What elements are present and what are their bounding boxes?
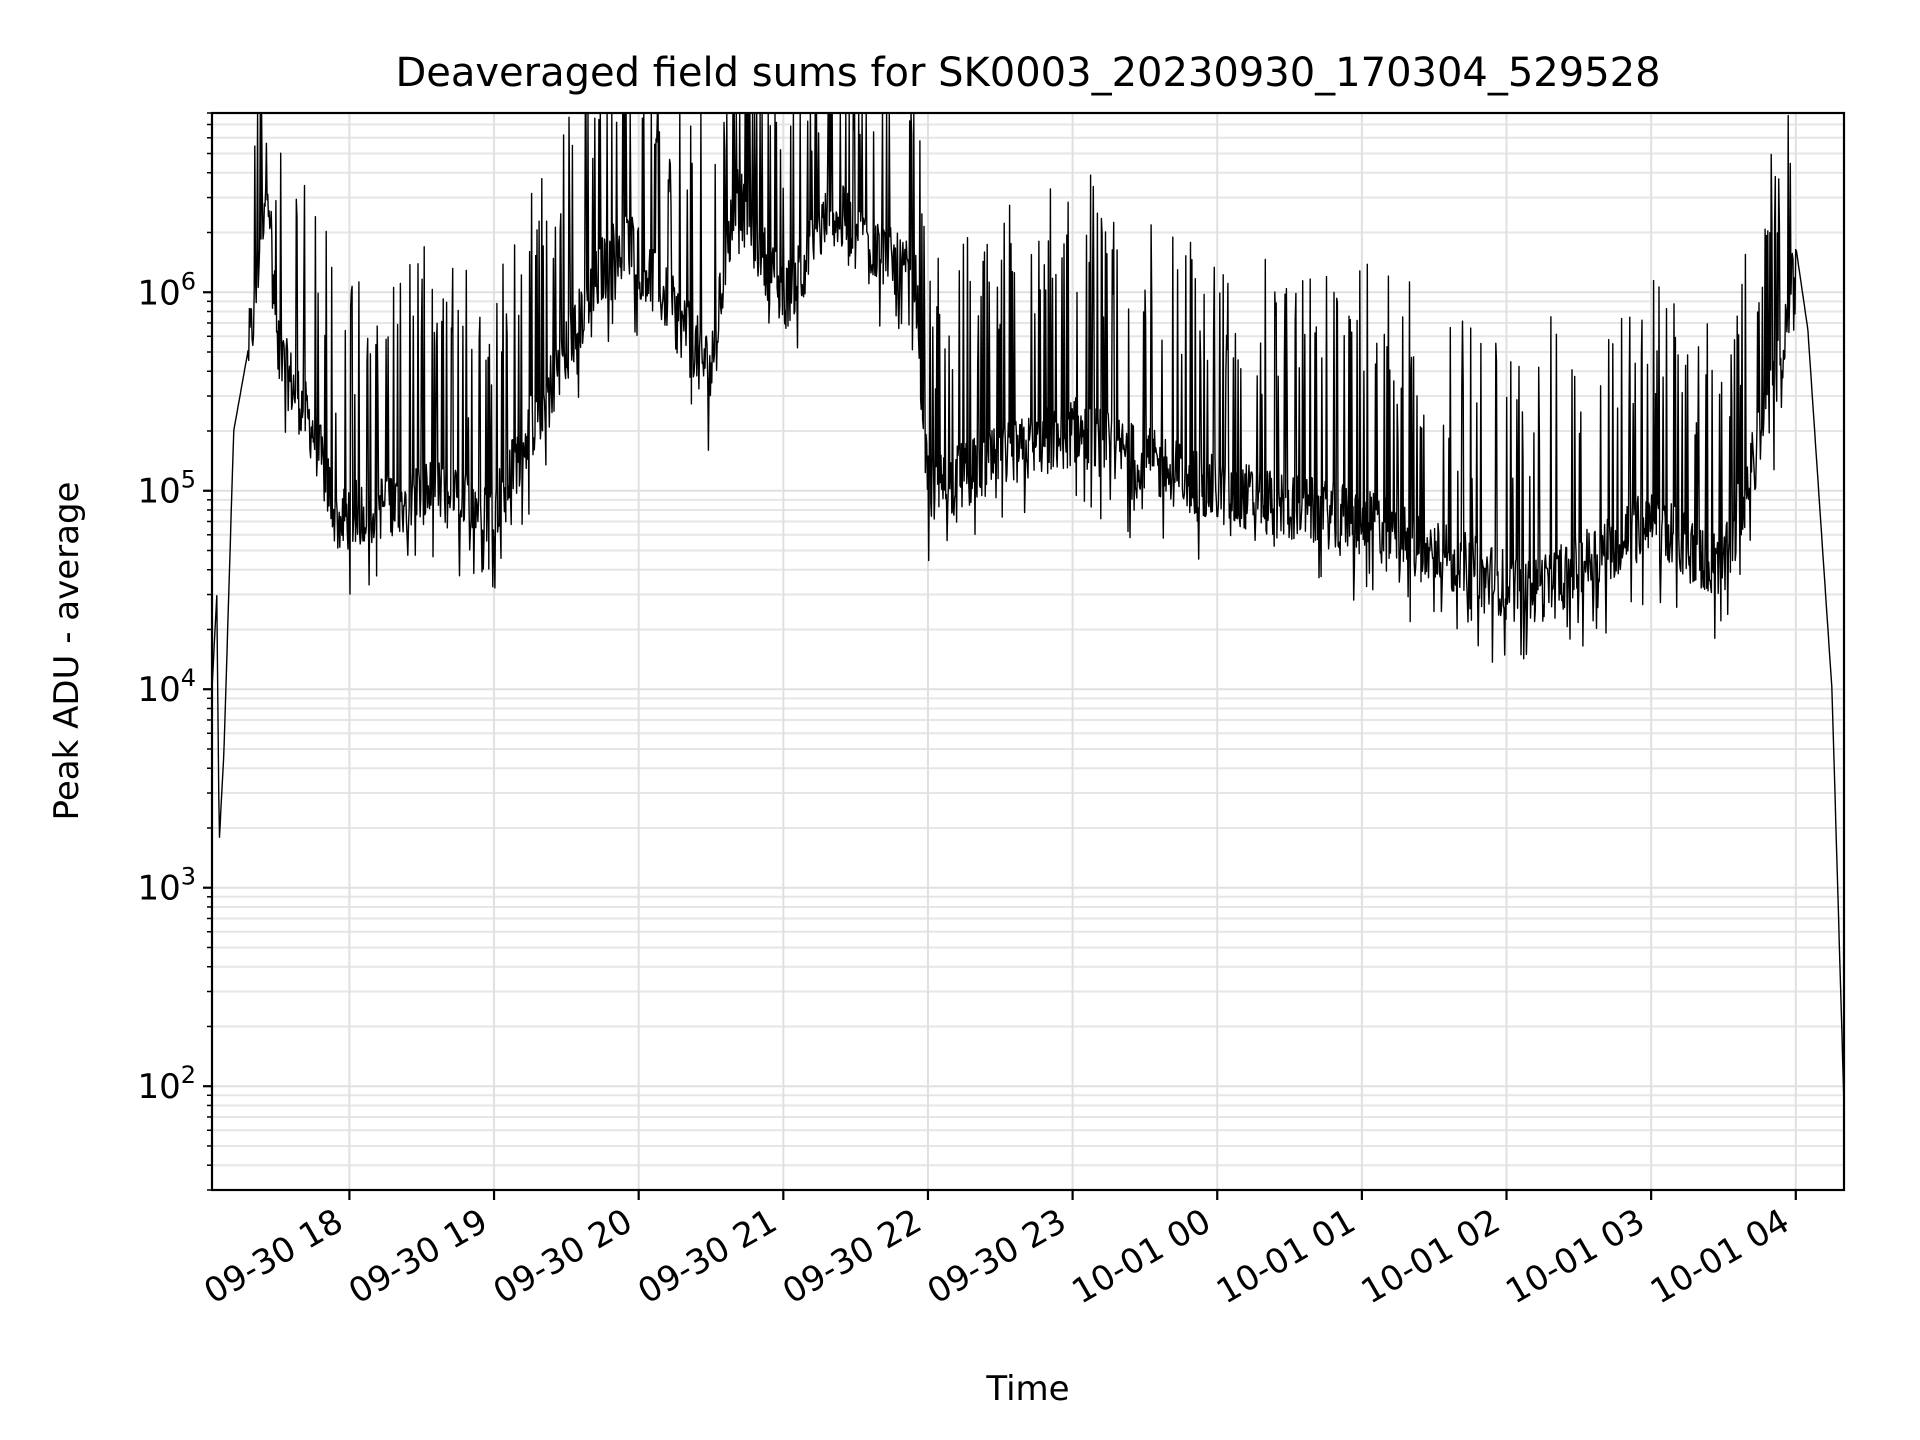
y-tick-label: 104 bbox=[137, 664, 196, 710]
series-layer bbox=[211, 112, 1845, 1106]
y-axis-label: Peak ADU - average bbox=[47, 482, 87, 821]
series-line bbox=[211, 112, 1845, 1106]
grid bbox=[212, 112, 1844, 1191]
y-tick-label: 103 bbox=[137, 863, 196, 909]
x-axis-label: Time bbox=[985, 1369, 1069, 1409]
plot-frame bbox=[210, 111, 1846, 1192]
y-tick-label: 105 bbox=[137, 466, 196, 512]
y-tick-label: 106 bbox=[137, 267, 196, 313]
chart-title: Deaveraged field sums for SK0003_2023093… bbox=[395, 50, 1660, 96]
y-tick-label: 102 bbox=[137, 1061, 196, 1107]
